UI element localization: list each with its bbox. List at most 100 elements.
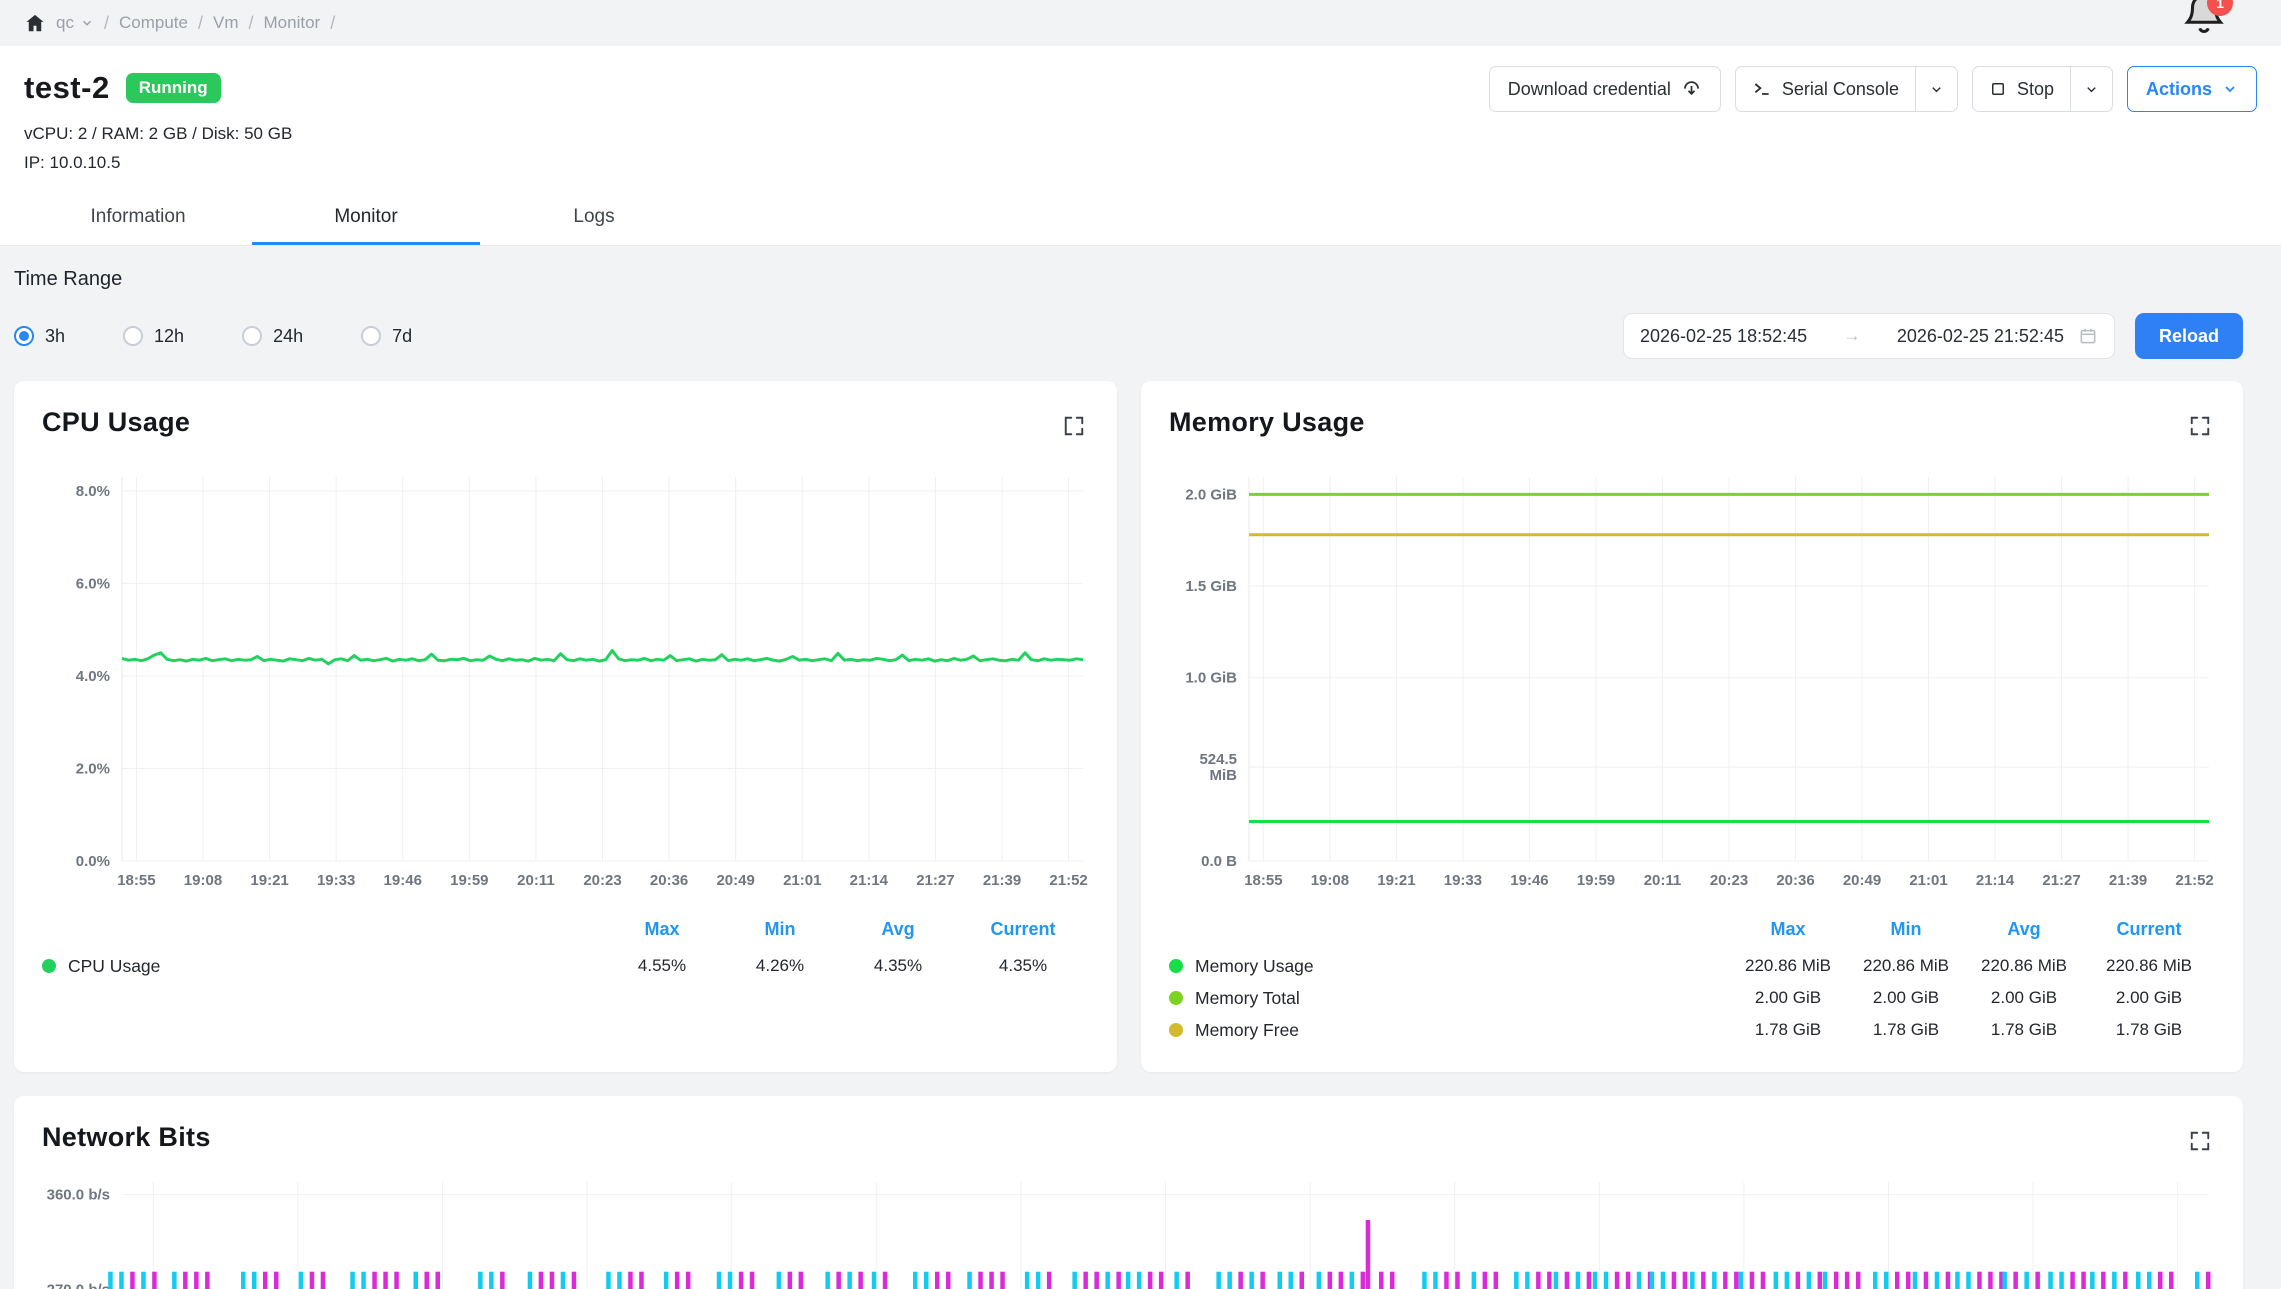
stat-value: 4.55% [603, 956, 721, 976]
stop-icon [1989, 80, 2007, 98]
date-range-picker[interactable]: 2026-02-25 18:52:45 → 2026-02-25 21:52:4… [1623, 313, 2115, 359]
stats-row: Memory Usage220.86 MiB220.86 MiB220.86 M… [1169, 950, 2215, 982]
breadcrumb-separator: / [330, 13, 335, 34]
cpu-expand-button[interactable] [1059, 411, 1089, 441]
legend-dot-icon [42, 959, 56, 973]
svg-text:19:33: 19:33 [317, 872, 355, 889]
legend-label: Memory Usage [1195, 956, 1314, 977]
stats-header-row: MaxMinAvgCurrent [1169, 914, 2215, 944]
stats-header: Min [721, 919, 839, 940]
svg-text:2.0 GiB: 2.0 GiB [1185, 487, 1237, 504]
radio-3h-control[interactable] [14, 326, 34, 346]
stats-header: Max [603, 919, 721, 940]
memory-usage-chart: 18:5519:0819:2119:3319:4619:5920:1120:23… [1169, 467, 2215, 900]
stop-split-button: Stop [1972, 66, 2113, 112]
breadcrumb-separator: / [248, 13, 253, 34]
tab-logs[interactable]: Logs [480, 194, 708, 245]
stats-row: Memory Total2.00 GiB2.00 GiB2.00 GiB2.00… [1169, 982, 2215, 1014]
time-range-label: Time Range [14, 268, 2243, 291]
svg-text:19:08: 19:08 [184, 872, 222, 889]
svg-text:19:46: 19:46 [1510, 872, 1548, 889]
svg-text:21:39: 21:39 [983, 872, 1021, 889]
fullscreen-icon [2189, 1130, 2211, 1152]
legend-dot-icon [1169, 991, 1183, 1005]
radio-24h-control[interactable] [242, 326, 262, 346]
svg-text:4.0%: 4.0% [76, 668, 110, 685]
svg-text:19:59: 19:59 [450, 872, 488, 889]
svg-text:524.5: 524.5 [1199, 751, 1237, 768]
legend-label: CPU Usage [68, 956, 160, 977]
svg-text:21:14: 21:14 [1976, 872, 2015, 889]
reload-button[interactable]: Reload [2135, 313, 2243, 359]
stat-value: 2.00 GiB [2083, 988, 2215, 1008]
chevron-down-icon [2222, 81, 2238, 97]
stat-value: 4.35% [839, 956, 957, 976]
terminal-icon [1752, 79, 1772, 99]
range-end-value: 2026-02-25 21:52:45 [1897, 326, 2064, 347]
stop-label: Stop [2017, 79, 2054, 100]
stats-header-row: MaxMinAvgCurrent [42, 914, 1089, 944]
svg-text:270.0 b/s: 270.0 b/s [47, 1282, 110, 1289]
breadcrumb-item-monitor[interactable]: Monitor [264, 13, 321, 33]
tab-monitor[interactable]: Monitor [252, 194, 480, 245]
svg-text:21:01: 21:01 [1909, 872, 1947, 889]
radio-7d[interactable]: 7d [361, 326, 412, 347]
breadcrumb-separator: / [198, 13, 203, 34]
notification-bell-button[interactable]: 1 [2181, 0, 2227, 44]
svg-text:20:49: 20:49 [716, 872, 754, 889]
time-range-radio-group: 3h 12h 24h 7d [14, 326, 412, 347]
stats-header: Max [1729, 919, 1847, 940]
breadcrumb-item-compute[interactable]: Compute [119, 13, 188, 33]
home-icon[interactable] [24, 12, 46, 34]
svg-text:19:59: 19:59 [1577, 872, 1615, 889]
actions-button[interactable]: Actions [2127, 66, 2257, 112]
vm-specs: vCPU: 2 / RAM: 2 GB / Disk: 50 GB [24, 120, 2257, 147]
legend-dot-icon [1169, 959, 1183, 973]
svg-text:21:39: 21:39 [2109, 872, 2147, 889]
svg-text:20:11: 20:11 [1644, 872, 1682, 889]
tab-bar: Information Monitor Logs [24, 194, 708, 245]
radio-24h[interactable]: 24h [242, 326, 303, 347]
fullscreen-icon [2189, 415, 2211, 437]
serial-console-button[interactable]: Serial Console [1736, 67, 1915, 111]
svg-text:20:23: 20:23 [1710, 872, 1748, 889]
svg-text:19:08: 19:08 [1311, 872, 1349, 889]
stop-menu-button[interactable] [2070, 67, 2112, 111]
svg-text:19:21: 19:21 [1377, 872, 1415, 889]
network-expand-button[interactable] [2185, 1126, 2215, 1156]
radio-3h[interactable]: 3h [14, 326, 65, 347]
calendar-icon [2078, 326, 2098, 346]
svg-text:20:11: 20:11 [517, 872, 555, 889]
page-title: test-2 [24, 70, 110, 106]
stats-row: Memory Free1.78 GiB1.78 GiB1.78 GiB1.78 … [1169, 1014, 2215, 1046]
svg-text:21:52: 21:52 [1049, 872, 1087, 889]
vm-ip: IP: 10.0.10.5 [24, 149, 2257, 180]
radio-7d-control[interactable] [361, 326, 381, 346]
cpu-card-title: CPU Usage [42, 407, 190, 438]
svg-text:20:36: 20:36 [650, 872, 688, 889]
serial-console-label: Serial Console [1782, 79, 1899, 100]
svg-text:20:49: 20:49 [1843, 872, 1881, 889]
download-credential-button[interactable]: Download credential [1489, 66, 1721, 112]
chevron-down-icon [2084, 82, 2099, 97]
legend-label: Memory Total [1195, 988, 1300, 1009]
svg-text:21:27: 21:27 [2042, 872, 2080, 889]
memory-stats-table: MaxMinAvgCurrent Memory Usage 220.86 MiB 2… [1169, 914, 2215, 1046]
serial-console-menu-button[interactable] [1915, 67, 1957, 111]
stats-header: Avg [839, 919, 957, 940]
radio-24h-label: 24h [273, 326, 303, 347]
breadcrumb-project-label: qc [56, 13, 74, 33]
stat-value: 220.86 MiB [1729, 956, 1847, 976]
breadcrumb-project[interactable]: qc [56, 13, 94, 33]
radio-12h-control[interactable] [123, 326, 143, 346]
breadcrumb-item-vm[interactable]: Vm [213, 13, 239, 33]
memory-expand-button[interactable] [2185, 411, 2215, 441]
svg-text:20:36: 20:36 [1776, 872, 1814, 889]
stats-header: Avg [1965, 919, 2083, 940]
radio-7d-label: 7d [392, 326, 412, 347]
radio-12h[interactable]: 12h [123, 326, 184, 347]
stop-button[interactable]: Stop [1973, 67, 2070, 111]
network-card-title: Network Bits [42, 1122, 211, 1153]
svg-text:6.0%: 6.0% [76, 576, 110, 593]
tab-information[interactable]: Information [24, 194, 252, 245]
